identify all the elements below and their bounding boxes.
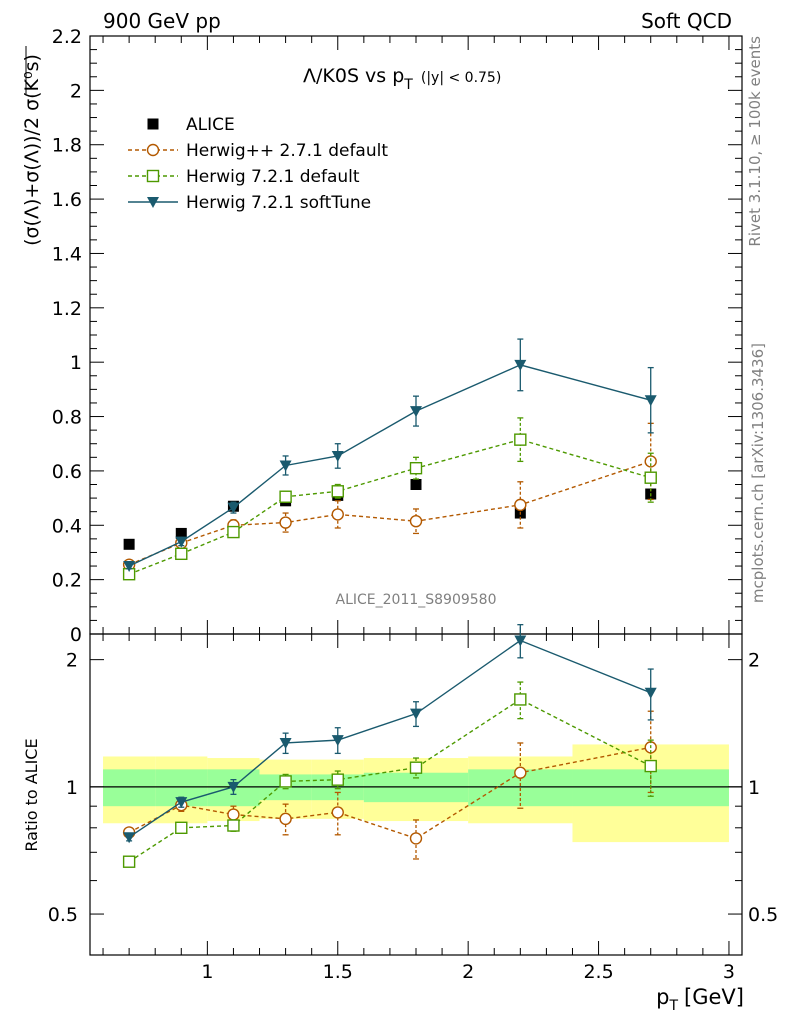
data-point xyxy=(279,490,292,503)
data-point xyxy=(279,516,292,529)
ratio-point xyxy=(227,819,240,832)
legend: ALICE Herwig++ 2.7.1 default Herwig 7.2.1 … xyxy=(128,115,388,213)
ratio-point xyxy=(227,808,240,821)
analysis-label: ALICE_2011_S8909580 xyxy=(336,592,497,608)
data-point xyxy=(409,461,423,475)
ratio-tick-label-right: 1 xyxy=(748,777,760,799)
ratio-point xyxy=(331,806,344,819)
series-line xyxy=(128,364,651,567)
x-tick-label: 1 xyxy=(201,961,213,983)
ratio-series-line xyxy=(128,746,651,840)
y-tick-label: 1 xyxy=(70,352,82,374)
data-point xyxy=(331,450,344,462)
data-point xyxy=(514,433,527,446)
x-tick-label: 2 xyxy=(462,961,474,983)
data-point xyxy=(227,502,240,514)
ratio-point xyxy=(123,832,136,844)
ratio-point xyxy=(175,797,188,809)
ratio-point xyxy=(644,687,657,699)
chart-title-cut: (|y| < 0.75) xyxy=(421,70,501,86)
y-tick-label: 0 xyxy=(70,624,82,646)
ratio-point xyxy=(279,737,292,749)
y-tick-label: 1.4 xyxy=(52,243,82,265)
ratio-tick-label: 0.5 xyxy=(48,904,78,926)
legend-marker xyxy=(146,143,160,157)
data-point-alice xyxy=(175,527,187,539)
data-point xyxy=(514,359,527,371)
data-point xyxy=(123,561,136,573)
ratio-point xyxy=(514,766,527,779)
ratio-tick-label-right: 0.5 xyxy=(748,904,778,926)
y-tick-label: 0.4 xyxy=(52,515,82,537)
y-axis-label: (σ(Λ)+σ(Λ))/2 σ(K⁰s) xyxy=(21,54,43,246)
data-point xyxy=(410,406,422,418)
data-point xyxy=(331,508,344,521)
y-tick-label: 1.8 xyxy=(52,135,82,157)
chart-title-sub: T xyxy=(403,77,413,93)
ratio-point xyxy=(279,775,292,788)
data-point xyxy=(514,498,527,512)
chart-title-main: Λ/K0S vs p xyxy=(303,65,404,87)
ratio-point xyxy=(122,855,136,868)
rivet-label: Rivet 3.1.10, ≥ 100k events xyxy=(746,36,764,247)
legend-marker xyxy=(147,197,159,208)
legend-label-alice: ALICE xyxy=(186,115,235,135)
ratio-band-stat xyxy=(103,769,156,807)
ratio-series-line xyxy=(128,698,652,863)
y-tick-label: 1.6 xyxy=(52,189,82,211)
legend-label: Herwig++ 2.7.1 default xyxy=(186,141,388,161)
ratio-point xyxy=(279,812,292,826)
legend-marker xyxy=(146,169,160,183)
ratio-point xyxy=(644,759,657,773)
ratio-point xyxy=(409,832,423,845)
data-point xyxy=(644,395,657,407)
ratio-point xyxy=(227,781,240,793)
ratio-point xyxy=(331,773,344,786)
chart-marks: 1 1.5 2 2.5 3 0 0.2 0.4 0.6 0.8 1 1.2 1.4 1.6 1.8 2 2.2 0… xyxy=(48,26,778,983)
data-point xyxy=(409,514,423,528)
data-point xyxy=(175,547,188,561)
ratio-point xyxy=(175,821,188,834)
chart-title: Λ/K0S vs pT (|y| < 0.75) xyxy=(303,65,501,93)
ratio-point xyxy=(410,708,422,720)
x-tick-label: 1.5 xyxy=(323,961,353,983)
ratio-tick-label: 2 xyxy=(66,650,78,672)
ratio-point xyxy=(514,635,527,647)
x-axis-label-sub: T xyxy=(668,998,678,1014)
data-point xyxy=(644,471,657,484)
data-point xyxy=(331,485,344,498)
legend-marker-alice xyxy=(147,118,159,130)
data-point xyxy=(227,525,240,539)
header-left: 900 GeV pp xyxy=(103,9,221,33)
series-line xyxy=(128,438,651,575)
y-tick-label: 0.6 xyxy=(52,461,82,483)
ratio-tick-label: 1 xyxy=(66,777,78,799)
ratio-point xyxy=(331,735,344,747)
data-point-alice xyxy=(410,479,422,490)
series-line xyxy=(128,460,651,566)
y-tick-label: 0.8 xyxy=(52,407,82,429)
x-axis-label-unit: [GeV] xyxy=(684,985,744,1009)
mcplots-label: mcplots.cern.ch [arXiv:1306.3436] xyxy=(749,343,767,603)
legend-label: Herwig 7.2.1 softTune xyxy=(186,193,371,213)
x-tick-label: 3 xyxy=(723,961,735,983)
ratio-tick-label-right: 2 xyxy=(748,650,760,672)
x-axis-label-main: p xyxy=(656,985,669,1009)
header-right: Soft QCD xyxy=(641,9,732,33)
ratio-axis-label: Ratio to ALICE xyxy=(22,738,41,851)
x-tick-label: 2.5 xyxy=(583,961,613,983)
ratio-point xyxy=(514,693,527,706)
legend-label: Herwig 7.2.1 default xyxy=(186,167,360,187)
data-point-alice xyxy=(123,538,135,550)
y-tick-label: 2.2 xyxy=(52,26,82,48)
ratio-series-line xyxy=(128,639,651,838)
y-tick-label: 0.2 xyxy=(52,570,82,592)
data-point xyxy=(279,460,292,472)
x-axis-label: pT [GeV] xyxy=(656,985,744,1014)
y-tick-label: 2 xyxy=(70,80,82,102)
data-point xyxy=(175,536,188,548)
ratio-point xyxy=(409,761,423,774)
y-tick-label: 1.2 xyxy=(52,298,82,320)
